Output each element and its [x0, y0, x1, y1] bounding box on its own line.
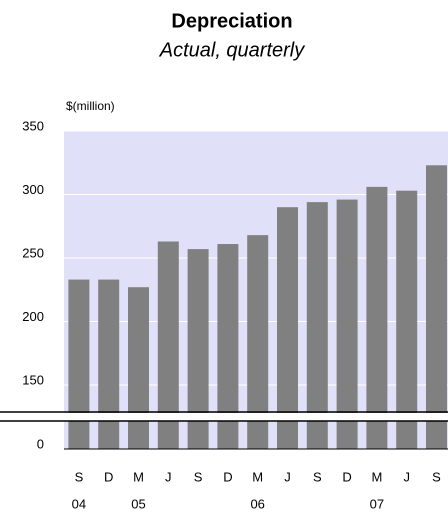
x-tick-label: M	[371, 469, 382, 484]
y-tick-label: 250	[22, 245, 44, 260]
x-tick-label: J	[284, 469, 291, 484]
x-tick-label: S	[313, 469, 322, 484]
x-tick-label: D	[342, 469, 351, 484]
bar	[306, 202, 328, 449]
bar	[128, 287, 149, 449]
bar	[426, 165, 447, 450]
x-tick-label: M	[252, 469, 263, 484]
x-tick-label: M	[133, 469, 144, 484]
bar	[336, 199, 358, 449]
bar	[217, 244, 239, 449]
bar	[187, 249, 209, 449]
x-tick-label: S	[432, 469, 441, 484]
x-tick-label: J	[403, 469, 410, 484]
bar	[366, 186, 388, 449]
y-tick-label: 0	[37, 436, 44, 451]
y-tick-label: 150	[22, 372, 44, 387]
x-year-label: 07	[370, 496, 384, 511]
chart-subtitle: Actual, quarterly	[159, 39, 306, 61]
chart-title: Depreciation	[171, 10, 292, 32]
y-tick-label: 300	[22, 182, 44, 197]
x-tick-label: D	[104, 469, 113, 484]
bar	[68, 279, 90, 449]
bar	[247, 235, 269, 449]
x-tick-label: S	[75, 469, 84, 484]
bar	[157, 241, 179, 449]
bar	[98, 279, 120, 449]
x-tick-label: J	[165, 469, 172, 484]
x-year-label: 05	[131, 496, 145, 511]
x-year-label: 04	[72, 496, 86, 511]
axis-break-gap	[0, 413, 448, 421]
bar	[277, 207, 298, 449]
x-tick-label: S	[194, 469, 203, 484]
y-tick-label: 350	[22, 118, 44, 133]
bar	[396, 190, 418, 449]
y-axis-label: $(million)	[66, 99, 115, 113]
y-tick-label: 200	[22, 309, 44, 324]
x-year-label: 06	[250, 496, 264, 511]
x-tick-label: D	[223, 469, 232, 484]
